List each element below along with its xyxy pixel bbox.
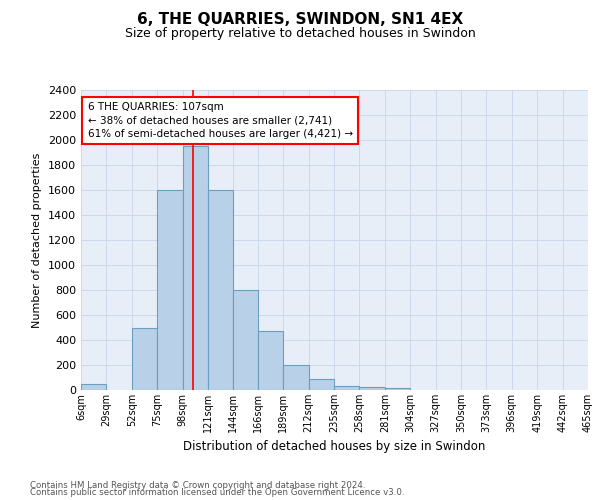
Text: Contains HM Land Registry data © Crown copyright and database right 2024.: Contains HM Land Registry data © Crown c… <box>30 480 365 490</box>
Bar <box>208 190 233 390</box>
Bar <box>359 387 385 390</box>
Text: Contains public sector information licensed under the Open Government Licence v3: Contains public sector information licen… <box>30 488 404 497</box>
Bar <box>385 388 410 390</box>
Bar <box>258 331 283 390</box>
Y-axis label: Number of detached properties: Number of detached properties <box>32 152 43 328</box>
Bar <box>132 328 157 390</box>
Text: Size of property relative to detached houses in Swindon: Size of property relative to detached ho… <box>125 28 475 40</box>
X-axis label: Distribution of detached houses by size in Swindon: Distribution of detached houses by size … <box>184 440 485 454</box>
Bar <box>157 190 182 390</box>
Text: 6, THE QUARRIES, SWINDON, SN1 4EX: 6, THE QUARRIES, SWINDON, SN1 4EX <box>137 12 463 28</box>
Bar <box>283 365 308 390</box>
Bar <box>81 384 106 390</box>
Bar <box>308 379 334 390</box>
Bar <box>182 146 208 390</box>
Text: 6 THE QUARRIES: 107sqm
← 38% of detached houses are smaller (2,741)
61% of semi-: 6 THE QUARRIES: 107sqm ← 38% of detached… <box>88 102 353 139</box>
Bar <box>233 290 258 390</box>
Bar <box>334 386 359 390</box>
